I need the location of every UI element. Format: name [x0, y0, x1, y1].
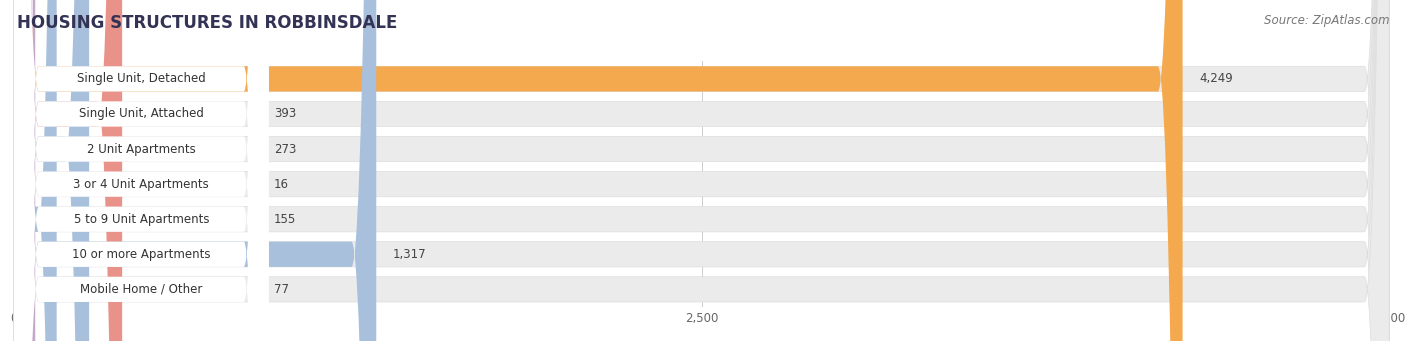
- Text: 273: 273: [274, 143, 297, 155]
- Text: Source: ZipAtlas.com: Source: ZipAtlas.com: [1264, 14, 1389, 27]
- FancyBboxPatch shape: [14, 0, 1182, 341]
- FancyBboxPatch shape: [14, 0, 269, 341]
- FancyBboxPatch shape: [14, 0, 1389, 341]
- FancyBboxPatch shape: [14, 0, 89, 341]
- Text: 4,249: 4,249: [1199, 72, 1233, 85]
- FancyBboxPatch shape: [14, 0, 269, 341]
- Text: 393: 393: [274, 107, 297, 120]
- FancyBboxPatch shape: [14, 0, 1389, 341]
- FancyBboxPatch shape: [14, 0, 269, 341]
- FancyBboxPatch shape: [14, 0, 1389, 341]
- Text: 1,317: 1,317: [392, 248, 426, 261]
- Text: 5 to 9 Unit Apartments: 5 to 9 Unit Apartments: [73, 213, 209, 226]
- FancyBboxPatch shape: [14, 0, 269, 341]
- Text: Single Unit, Detached: Single Unit, Detached: [77, 72, 205, 85]
- Text: 2 Unit Apartments: 2 Unit Apartments: [87, 143, 195, 155]
- FancyBboxPatch shape: [14, 0, 18, 341]
- FancyBboxPatch shape: [14, 0, 269, 341]
- FancyBboxPatch shape: [14, 0, 122, 341]
- FancyBboxPatch shape: [14, 0, 269, 341]
- Text: 155: 155: [274, 213, 297, 226]
- FancyBboxPatch shape: [14, 0, 269, 341]
- FancyBboxPatch shape: [14, 0, 1389, 341]
- Text: Single Unit, Attached: Single Unit, Attached: [79, 107, 204, 120]
- Text: 16: 16: [274, 178, 290, 191]
- FancyBboxPatch shape: [14, 0, 35, 341]
- Text: 10 or more Apartments: 10 or more Apartments: [72, 248, 211, 261]
- FancyBboxPatch shape: [14, 0, 1389, 341]
- Text: HOUSING STRUCTURES IN ROBBINSDALE: HOUSING STRUCTURES IN ROBBINSDALE: [17, 14, 398, 32]
- Text: Mobile Home / Other: Mobile Home / Other: [80, 283, 202, 296]
- Text: 77: 77: [274, 283, 290, 296]
- FancyBboxPatch shape: [14, 0, 1389, 341]
- FancyBboxPatch shape: [14, 0, 377, 341]
- FancyBboxPatch shape: [14, 0, 1389, 341]
- FancyBboxPatch shape: [14, 0, 56, 341]
- Text: 3 or 4 Unit Apartments: 3 or 4 Unit Apartments: [73, 178, 209, 191]
